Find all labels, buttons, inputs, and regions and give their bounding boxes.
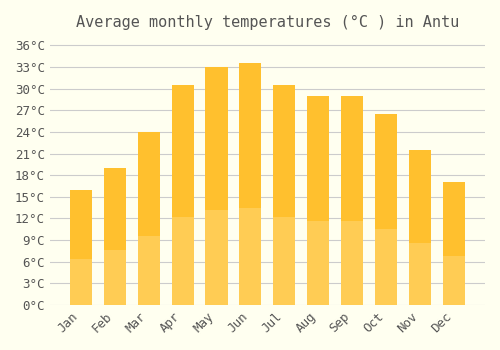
Bar	[70, 259, 92, 305]
Bar	[138, 132, 160, 305]
Bar	[409, 243, 432, 305]
Bar	[172, 85, 194, 305]
Bar	[443, 256, 465, 305]
Bar	[443, 182, 465, 305]
Bar	[138, 236, 160, 305]
Bar	[375, 229, 398, 305]
Bar	[342, 221, 363, 305]
Bar	[342, 96, 363, 305]
Bar	[104, 168, 126, 305]
Bar	[206, 210, 228, 305]
Bar	[308, 221, 330, 305]
Bar	[206, 67, 228, 305]
Bar	[274, 217, 295, 305]
Title: Average monthly temperatures (°C ) in Antu: Average monthly temperatures (°C ) in An…	[76, 15, 459, 30]
Bar	[240, 208, 262, 305]
Bar	[409, 150, 432, 305]
Bar	[104, 250, 126, 305]
Bar	[172, 217, 194, 305]
Bar	[240, 63, 262, 305]
Bar	[274, 85, 295, 305]
Bar	[375, 114, 398, 305]
Bar	[70, 190, 92, 305]
Bar	[308, 96, 330, 305]
